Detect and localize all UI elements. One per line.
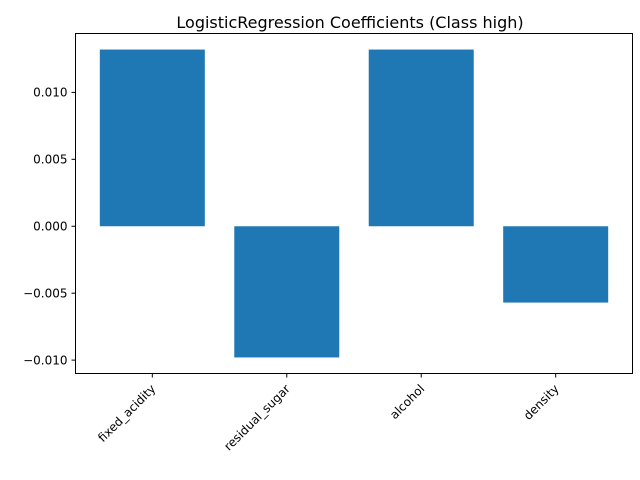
y-tick-label: −0.010 — [23, 353, 67, 367]
bar-fixed-acidity — [99, 49, 205, 227]
x-tick-label: residual_sugar — [221, 382, 293, 454]
x-tick-label: fixed_acidity — [95, 382, 158, 445]
bar-density — [503, 226, 609, 303]
x-tick-label: density — [521, 382, 562, 423]
bar-alcohol — [368, 49, 474, 227]
y-tick-label: 0.005 — [33, 153, 67, 167]
y-tick-label: 0.000 — [33, 220, 67, 234]
chart-title: LogisticRegression Coefficients (Class h… — [176, 13, 523, 32]
plot-frame — [75, 33, 633, 374]
y-tick-label: −0.005 — [23, 286, 67, 300]
x-tick-label: alcohol — [387, 382, 427, 422]
bar-residual-sugar — [234, 226, 340, 358]
y-tick-label: 0.010 — [33, 86, 67, 100]
